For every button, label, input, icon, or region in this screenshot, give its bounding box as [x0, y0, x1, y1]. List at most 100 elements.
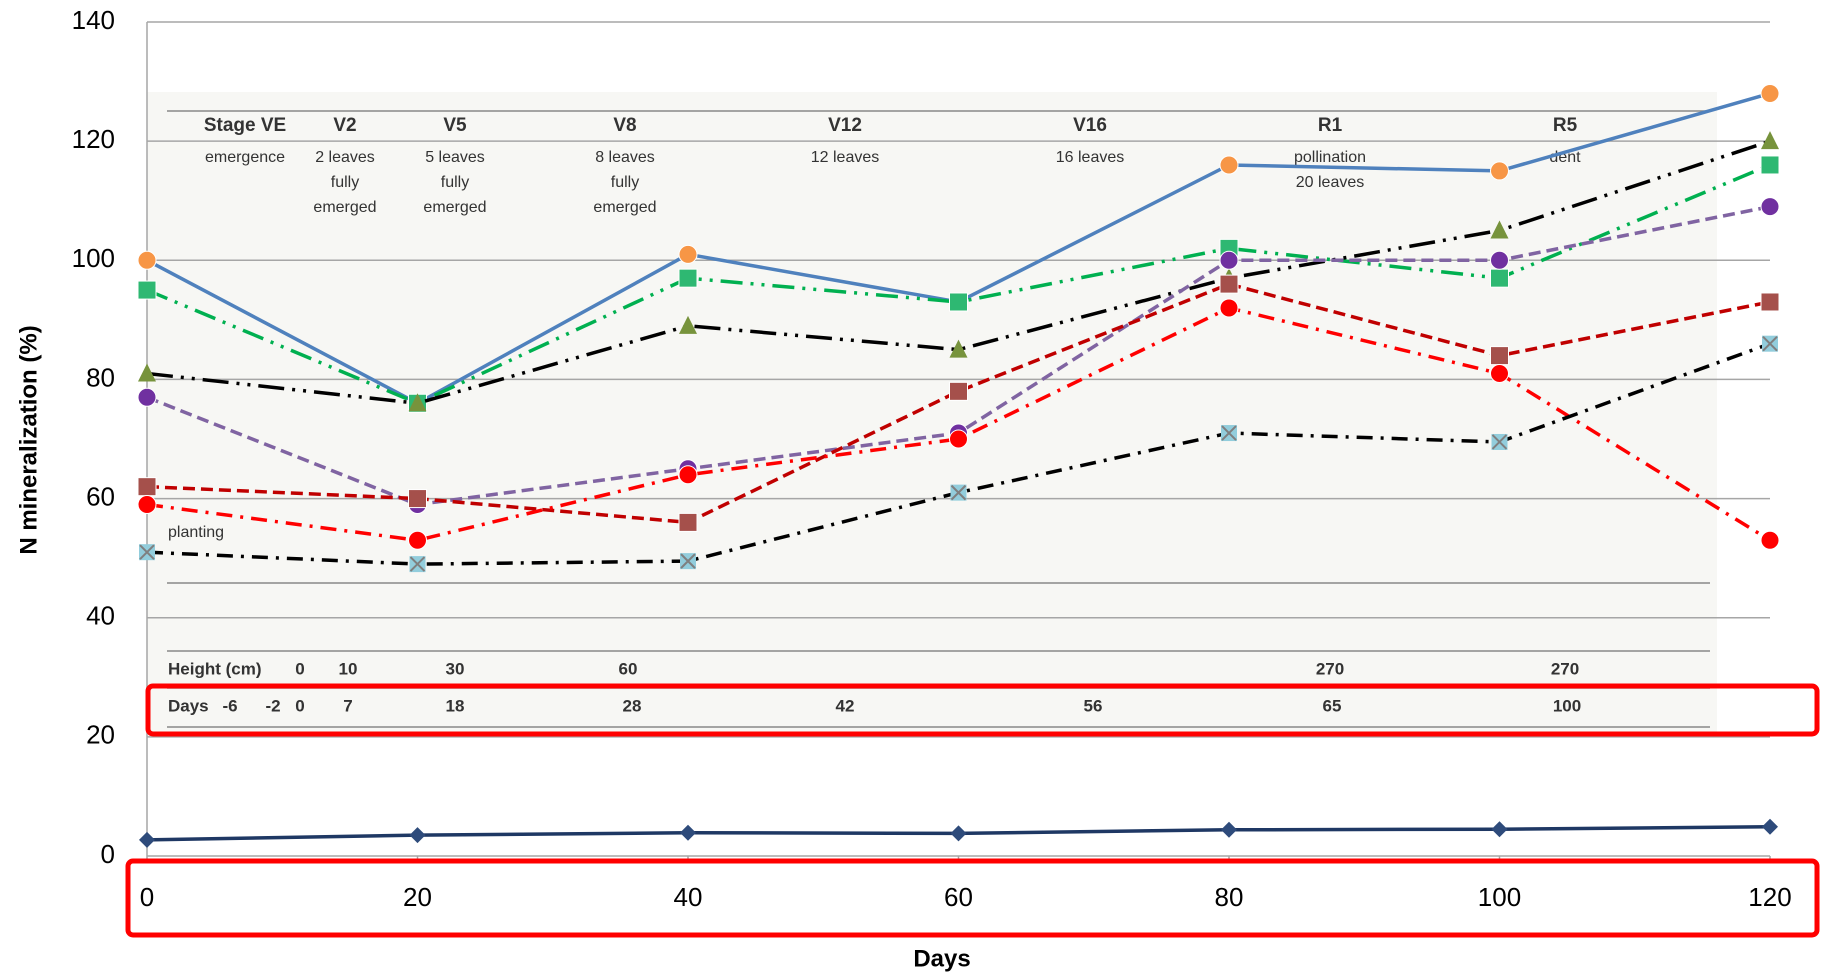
series [139, 818, 1778, 848]
marker [1762, 818, 1778, 835]
marker [950, 825, 967, 842]
marker [137, 250, 157, 270]
series [137, 298, 1780, 550]
stage-description: 16 leaves [1056, 149, 1125, 166]
marker-cross [950, 484, 967, 501]
height-value: 270 [1551, 659, 1579, 678]
y-tick-label: 0 [101, 839, 115, 869]
marker [678, 465, 698, 485]
x-tick-label: 80 [1215, 882, 1244, 912]
marker-cross [1221, 425, 1237, 441]
height-value: 0 [295, 659, 304, 678]
series [137, 155, 1780, 413]
marker [949, 339, 968, 358]
days-value: 65 [1323, 696, 1342, 715]
marker [1490, 250, 1509, 270]
marker [408, 489, 427, 509]
marker-cross [409, 556, 426, 572]
marker [1491, 821, 1508, 838]
stage-description: 8 leaves [595, 149, 655, 166]
marker-cross [680, 553, 696, 569]
height-value: 10 [339, 659, 358, 678]
stage-description: fully [441, 174, 469, 191]
marker [1760, 155, 1780, 175]
stage-illustration-bg [147, 92, 1717, 732]
stage-label: R5 [1553, 115, 1578, 136]
stage-label: V16 [1073, 115, 1107, 136]
marker [680, 824, 696, 841]
marker [678, 244, 698, 264]
marker [1490, 161, 1509, 181]
highlight-box [145, 683, 1820, 737]
stage-description: emerged [423, 199, 486, 216]
marker [1219, 298, 1239, 318]
marker [137, 387, 157, 407]
marker [678, 268, 698, 288]
days-value: 42 [836, 696, 855, 715]
marker [949, 381, 968, 401]
marker [409, 827, 426, 844]
stage-label: V2 [333, 115, 356, 136]
series [137, 274, 1780, 532]
height-label: Height (cm) [168, 659, 262, 678]
stage-description: emerged [313, 199, 376, 216]
stage-table: Stage VE emergence V2 2 leaves fully emerged V… [168, 115, 1581, 715]
stage-label: R1 [1318, 115, 1343, 136]
marker [137, 477, 157, 497]
x-tick-label: 40 [674, 882, 703, 912]
marker [1219, 274, 1239, 294]
marker [1760, 83, 1780, 103]
stage-description: 2 leaves [315, 149, 375, 166]
height-value: 270 [1316, 659, 1344, 678]
x-tick-label: 100 [1478, 882, 1521, 912]
days-value: 0 [295, 696, 304, 715]
marker [1490, 363, 1509, 383]
y-tick-label: 140 [72, 5, 115, 35]
x-axis-title: Days [913, 945, 970, 972]
days-value: 100 [1553, 696, 1581, 715]
days-value: 56 [1084, 696, 1103, 715]
stage-description: 5 leaves [425, 149, 485, 166]
highlight-box [125, 858, 1820, 938]
marker [1760, 197, 1780, 217]
y-tick-label: 120 [72, 124, 115, 154]
stage-label: V8 [613, 115, 636, 136]
stage-label: Stage VE [204, 115, 286, 136]
stage-label: V12 [828, 115, 862, 136]
marker [1760, 292, 1780, 312]
marker [138, 363, 156, 382]
marker [949, 292, 968, 312]
height-value: 60 [619, 659, 638, 678]
x-tick-label: 0 [140, 882, 154, 912]
stage-description: pollination [1294, 149, 1366, 166]
marker [1490, 268, 1509, 288]
stage-description: fully [331, 174, 359, 191]
marker [1219, 250, 1239, 270]
marker [1761, 131, 1779, 150]
stage-description: emergence [205, 149, 285, 166]
y-tick-label: 60 [86, 481, 115, 511]
marker [137, 280, 157, 300]
x-tick-label: 20 [403, 882, 432, 912]
marker [1490, 346, 1509, 366]
marker [137, 495, 157, 515]
y-tick-label: 80 [86, 362, 115, 392]
stage-description: 20 leaves [1296, 174, 1365, 191]
marker [1219, 155, 1239, 175]
series [139, 335, 1778, 573]
marker [1221, 821, 1237, 838]
planting-label: planting [168, 524, 224, 541]
marker [408, 530, 427, 550]
days-label: Days [168, 696, 209, 715]
marker-cross [1762, 335, 1778, 352]
marker [408, 393, 427, 412]
marker [678, 512, 698, 532]
marker [949, 429, 968, 449]
stage-description: fully [611, 174, 639, 191]
stage-description: 12 leaves [811, 149, 880, 166]
days-value: 28 [623, 696, 642, 715]
days-value: -6 [222, 696, 237, 715]
y-tick-label: 40 [86, 601, 115, 631]
